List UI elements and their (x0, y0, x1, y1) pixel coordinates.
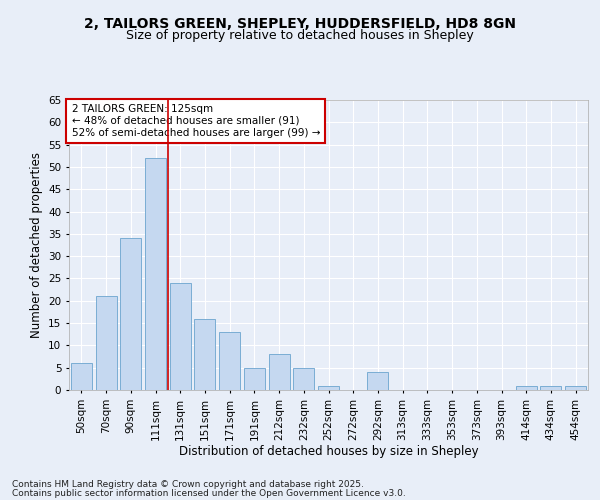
Text: Contains public sector information licensed under the Open Government Licence v3: Contains public sector information licen… (12, 489, 406, 498)
Bar (71, 363, 92, 390)
Text: Size of property relative to detached houses in Shepley: Size of property relative to detached ho… (126, 29, 474, 42)
Bar (367, 372, 388, 390)
Bar (293, 368, 314, 390)
Bar (565, 386, 586, 390)
Bar (219, 332, 240, 390)
Bar (541, 386, 562, 390)
Bar (95, 296, 116, 390)
Bar (170, 283, 191, 390)
Text: 2, TAILORS GREEN, SHEPLEY, HUDDERSFIELD, HD8 8GN: 2, TAILORS GREEN, SHEPLEY, HUDDERSFIELD,… (84, 18, 516, 32)
Bar (244, 368, 265, 390)
Y-axis label: Number of detached properties: Number of detached properties (29, 152, 43, 338)
Bar (120, 238, 141, 390)
Bar (516, 386, 537, 390)
Bar (145, 158, 166, 390)
Text: Contains HM Land Registry data © Crown copyright and database right 2025.: Contains HM Land Registry data © Crown c… (12, 480, 364, 489)
X-axis label: Distribution of detached houses by size in Shepley: Distribution of detached houses by size … (179, 446, 478, 458)
Text: 2 TAILORS GREEN: 125sqm
← 48% of detached houses are smaller (91)
52% of semi-de: 2 TAILORS GREEN: 125sqm ← 48% of detache… (71, 104, 320, 138)
Bar (318, 386, 339, 390)
Bar (269, 354, 290, 390)
Bar (194, 318, 215, 390)
